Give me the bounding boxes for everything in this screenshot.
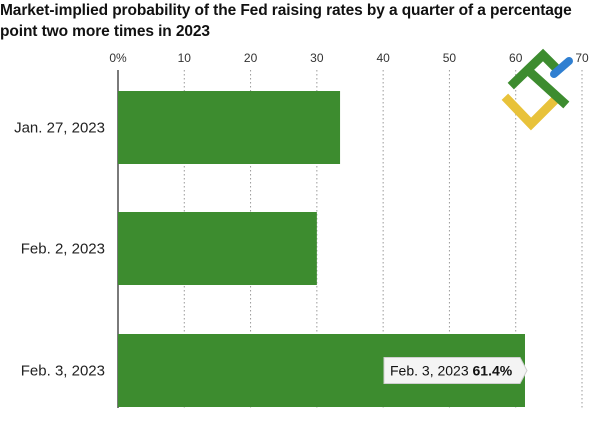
bar	[118, 212, 317, 285]
brand-logo	[501, 48, 573, 131]
category-label: Jan. 27, 2023	[14, 120, 105, 137]
category-label: Feb. 2, 2023	[21, 241, 105, 258]
x-tick-label: 20	[244, 51, 258, 65]
x-tick-label: 50	[443, 51, 457, 65]
x-tick-label: 70	[575, 51, 589, 65]
logo-blue-stroke	[550, 57, 573, 78]
x-tick-label: 0%	[109, 51, 127, 65]
category-labels: Jan. 27, 2023 Feb. 2, 2023 Feb. 3, 2023	[14, 120, 105, 380]
category-label: Feb. 3, 2023	[21, 363, 105, 380]
callout-label: Feb. 3, 2023	[390, 363, 473, 379]
x-axis-ticks: 0% 10 20 30 40 50 60 70	[109, 51, 589, 65]
chart-title: Market-implied probability of the Fed ra…	[0, 2, 572, 40]
x-tick-label: 30	[310, 51, 324, 65]
bar	[118, 91, 341, 164]
callout-value: 61.4%	[473, 363, 513, 379]
callout-text: Feb. 3, 2023 61.4%	[390, 363, 513, 379]
x-tick-label: 40	[376, 51, 390, 65]
bar-callout: Feb. 3, 2023 61.4%	[383, 357, 528, 384]
x-tick-label: 10	[178, 51, 192, 65]
logo-yellow-chevron	[501, 92, 563, 131]
logo-green-stroke-1	[507, 48, 562, 90]
callout-box	[383, 357, 528, 384]
x-tick-label: 60	[509, 51, 523, 65]
logo-green-stroke-2	[524, 66, 570, 109]
